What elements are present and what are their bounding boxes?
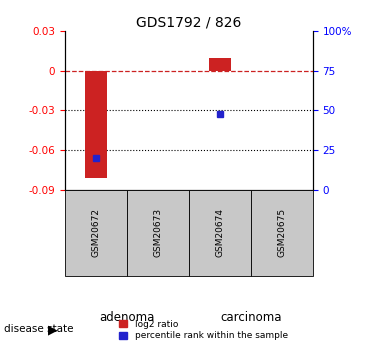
Text: GSM20672: GSM20672: [91, 208, 100, 257]
Text: GSM20673: GSM20673: [153, 208, 162, 257]
Bar: [209, 58, 231, 71]
Legend: log2 ratio, percentile rank within the sample: log2 ratio, percentile rank within the s…: [119, 320, 288, 341]
Text: disease state: disease state: [4, 325, 73, 334]
Title: GDS1792 / 826: GDS1792 / 826: [136, 16, 241, 30]
Text: carcinoma: carcinoma: [220, 311, 282, 324]
Bar: [85, 71, 107, 178]
Bar: [189, 190, 251, 276]
Bar: [127, 190, 189, 276]
Text: adenoma: adenoma: [99, 311, 154, 324]
Text: GSM20675: GSM20675: [277, 208, 286, 257]
Bar: [251, 190, 313, 276]
Text: ▶: ▶: [48, 323, 57, 336]
Text: GSM20674: GSM20674: [215, 208, 224, 257]
Bar: [65, 190, 127, 276]
